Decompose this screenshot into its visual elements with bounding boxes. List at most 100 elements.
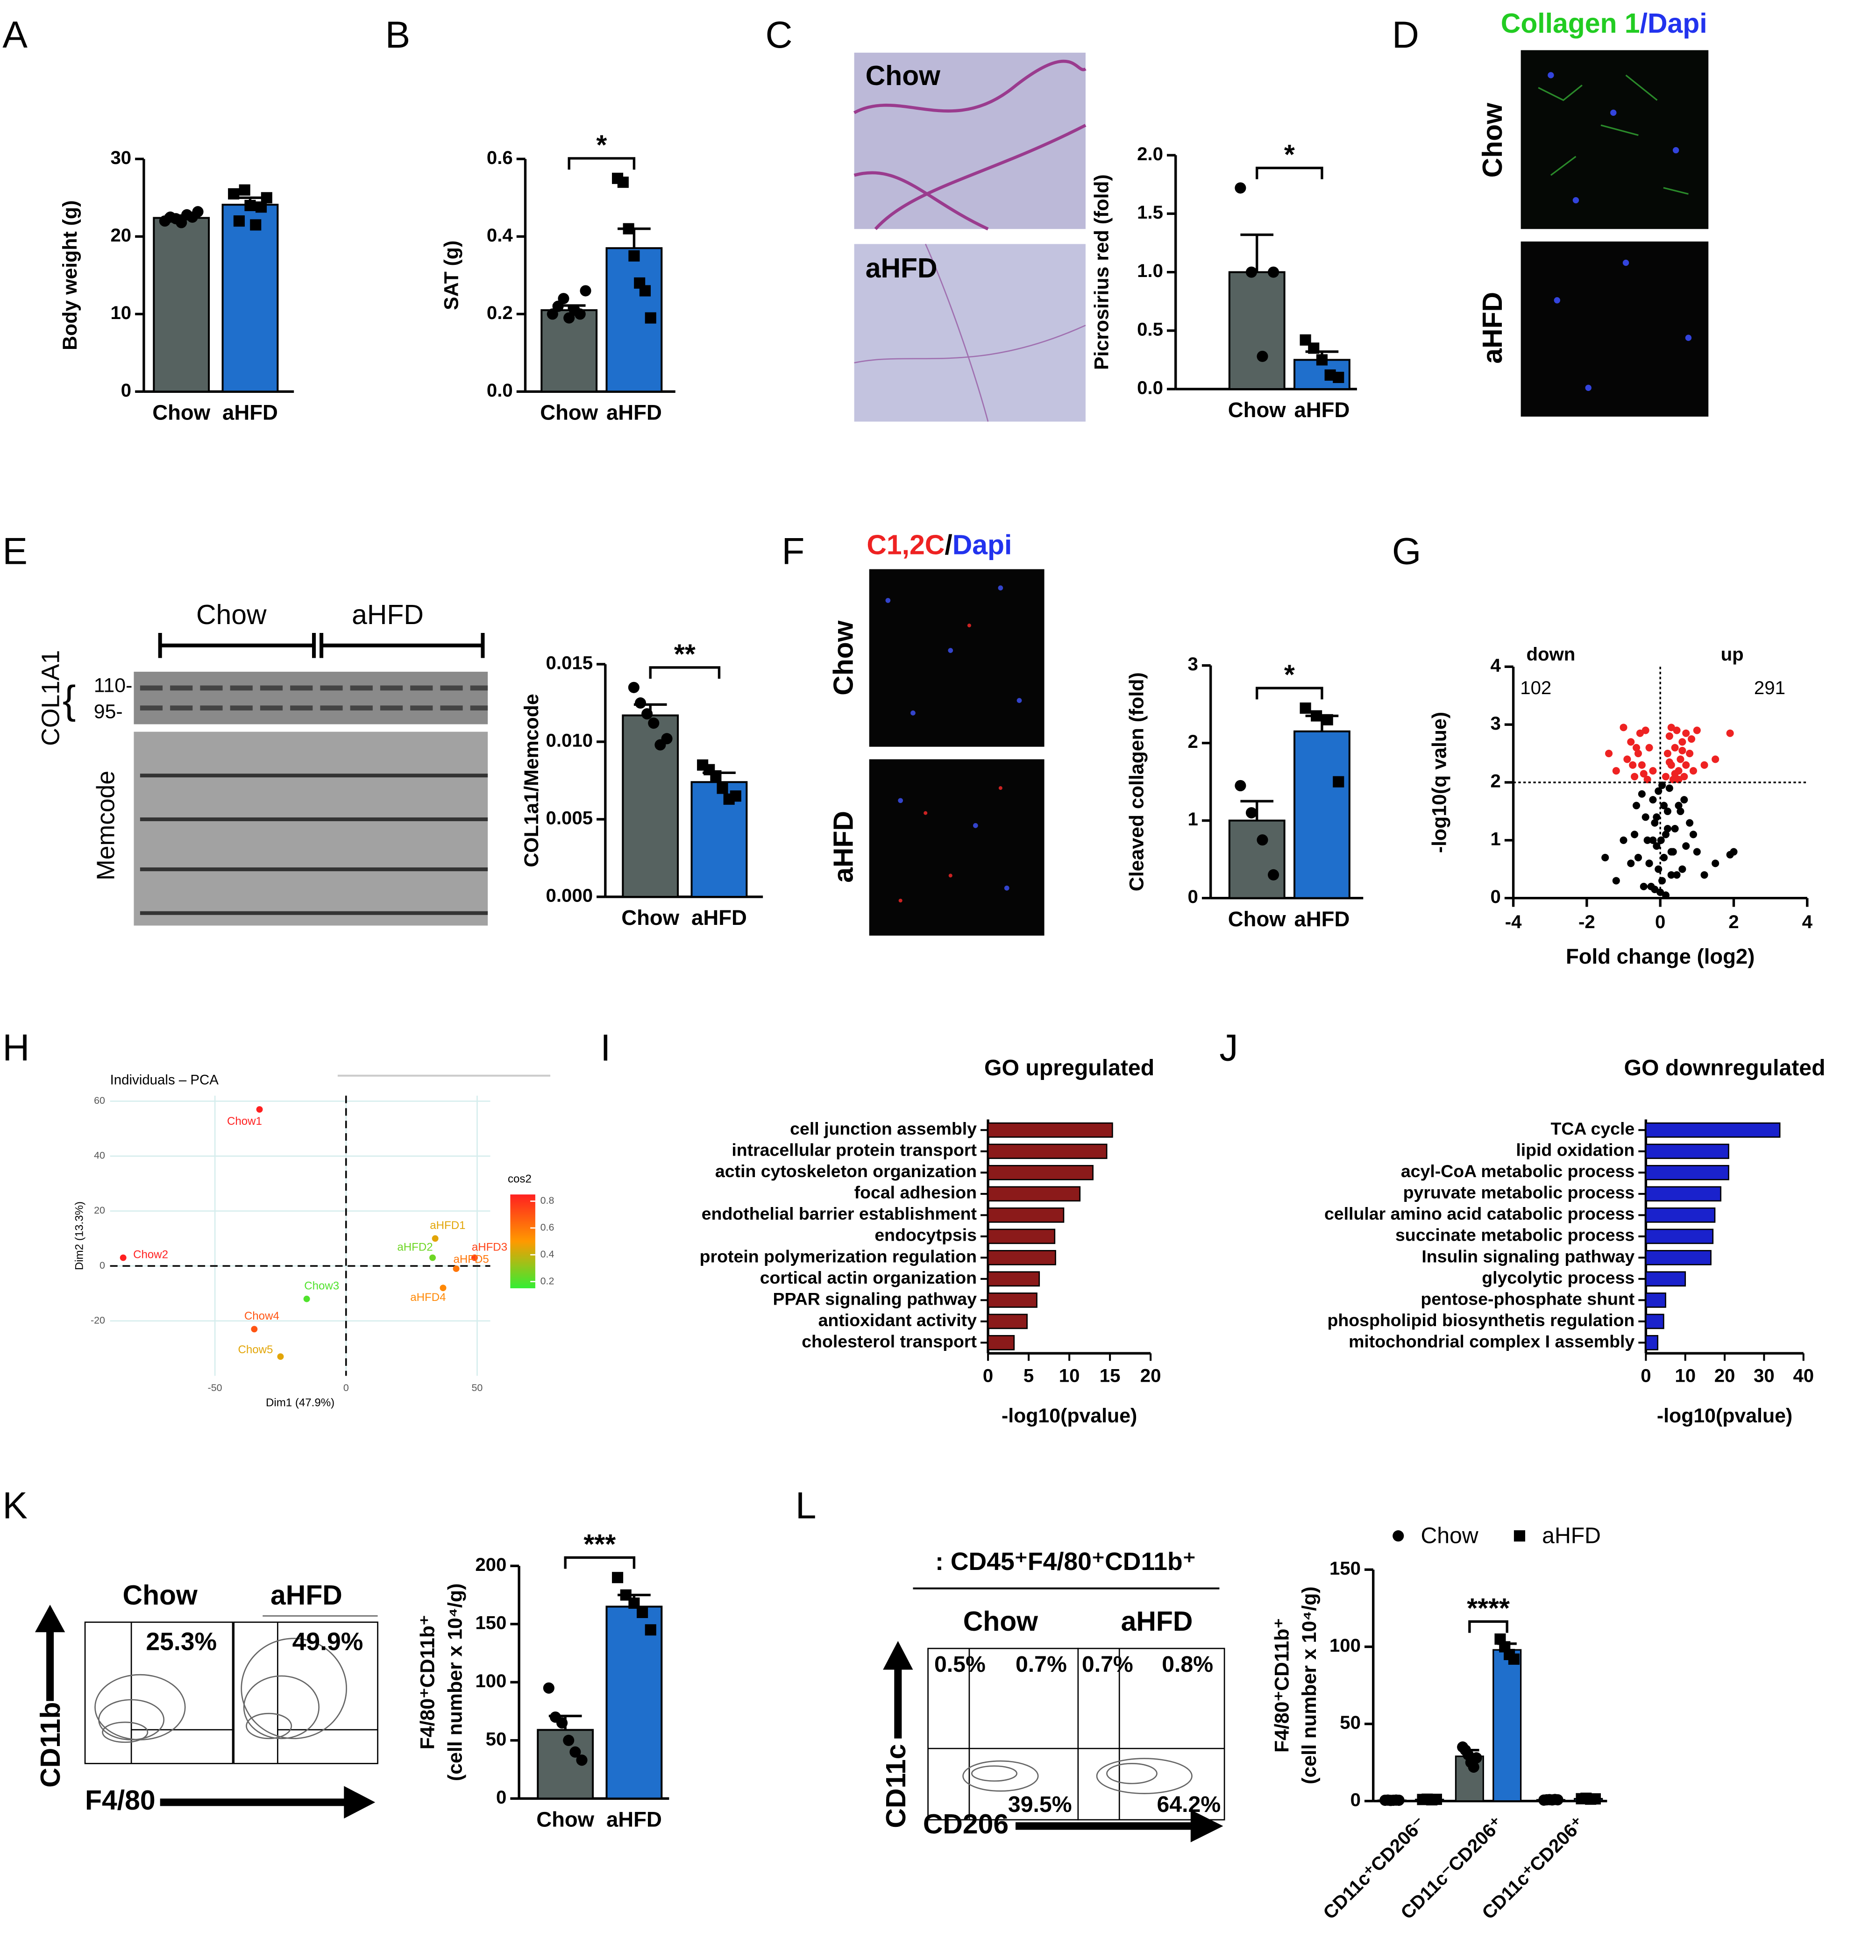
panel-label: A [2, 14, 28, 56]
data-point [1662, 891, 1670, 899]
data-point [556, 1717, 568, 1729]
bar [987, 1292, 1037, 1308]
x-tick-label: Chow [1228, 398, 1286, 422]
y-tick-label: 0 [1490, 886, 1500, 907]
data-point [303, 1295, 310, 1302]
stain-title: C1,2C/Dapi [867, 530, 1012, 560]
data-point [710, 770, 722, 782]
panel-label: G [1392, 531, 1421, 573]
y-tick-label: 0.005 [546, 808, 593, 829]
data-point [1642, 813, 1649, 821]
data-point [1671, 770, 1679, 778]
chart-title: GO upregulated [984, 1055, 1154, 1080]
x-tick-label: Chow [540, 401, 598, 425]
data-point [543, 1682, 554, 1694]
x-tick-label: aHFD [606, 401, 662, 425]
panel-label: L [796, 1484, 817, 1527]
data-point [1671, 825, 1679, 833]
x-tick-label: aHFD [606, 1808, 662, 1832]
data-point [1620, 724, 1627, 731]
data-point [641, 708, 653, 720]
data-point [1689, 831, 1697, 838]
data-point [1311, 710, 1322, 722]
data-point [1268, 869, 1279, 881]
mw-marker: 95- [94, 701, 123, 723]
data-point [730, 790, 741, 802]
x-axis-label: -log10(pvalue) [1002, 1405, 1137, 1427]
data-point [637, 1606, 648, 1618]
data-point [1629, 761, 1637, 769]
y-tick-label: lipid oxidation [1516, 1140, 1634, 1160]
x-tick-label: aHFD [1294, 398, 1350, 422]
y-axis-label: SAT (g) [441, 241, 463, 310]
point-label: aHFD4 [410, 1291, 446, 1304]
point-label: aHFD2 [397, 1241, 433, 1253]
point-label: Chow1 [227, 1115, 262, 1128]
stain: / [945, 530, 952, 560]
x-tick-label: Chow [621, 906, 679, 930]
x-tick-label: 2 [1728, 911, 1739, 932]
group-label: aHFD [1121, 1606, 1193, 1637]
bar [1645, 1250, 1712, 1265]
protein-label: COL1A1 [37, 650, 65, 746]
colorbar-tick-label: 0.6 [540, 1222, 554, 1233]
y-tick-label: mitochondrial complex I assembly [1349, 1331, 1634, 1351]
row-label: aHFD [828, 811, 859, 883]
image-label: Chow [866, 61, 940, 91]
if-chow [1521, 50, 1709, 229]
data-point [1638, 761, 1646, 769]
data-point [639, 285, 651, 297]
y-tick-label: 0 [1188, 886, 1198, 907]
data-point [1471, 1752, 1482, 1764]
data-point [634, 697, 647, 709]
data-point [1308, 342, 1320, 354]
data-point [612, 1572, 624, 1584]
x-tick-label: 50 [472, 1382, 483, 1393]
data-point [192, 206, 204, 218]
data-point [1680, 773, 1688, 781]
panel-label: F [782, 531, 804, 573]
y-tick-label: 0.2 [487, 302, 513, 323]
data-point [1686, 819, 1694, 827]
data-point [563, 1734, 575, 1746]
x-tick-label: 0 [343, 1382, 349, 1393]
data-point [1552, 1794, 1563, 1806]
panel-label: E [2, 531, 28, 573]
data-point [1634, 750, 1642, 758]
panel-label: B [385, 14, 411, 56]
y-tick-label: 0.015 [546, 653, 593, 674]
fiber [1538, 74, 1689, 195]
data-point [576, 1754, 588, 1766]
data-point [1627, 859, 1635, 867]
colorbar-title: cos2 [508, 1172, 532, 1185]
data-point [1638, 790, 1646, 798]
chart-title: Individuals – PCA [110, 1072, 219, 1087]
contours [962, 1758, 1193, 1794]
x-tick-label: 15 [1100, 1365, 1121, 1386]
quadrant-percent: 0.5% [934, 1652, 986, 1677]
point-label: Chow4 [244, 1310, 279, 1322]
group-label: Chow [196, 600, 267, 630]
y-tick-label: 0 [1350, 1789, 1361, 1810]
x-axis-label: -log10(pvalue) [1657, 1405, 1792, 1427]
data-point [1589, 1793, 1601, 1805]
y-tick-label: Insulin signaling pathway [1421, 1246, 1634, 1266]
y-tick-label: 1.0 [1137, 260, 1163, 281]
data-point [1245, 266, 1257, 278]
data-point [1245, 807, 1257, 819]
x-tick-label: 10 [1675, 1365, 1696, 1386]
point-label: Chow3 [304, 1279, 339, 1292]
data-point [120, 1254, 127, 1261]
data-point [1726, 729, 1734, 737]
axis-label: CD11c [881, 1744, 911, 1828]
colorbar-tick-label: 0.4 [540, 1249, 554, 1260]
data-point [1687, 735, 1696, 743]
band [140, 774, 488, 915]
x-tick-label: 0 [983, 1365, 993, 1386]
bar [1645, 1314, 1664, 1329]
y-tick-label: 0 [496, 1787, 506, 1808]
group-bracket [158, 633, 485, 658]
y-tick-label: 2.0 [1137, 143, 1163, 164]
x-tick-label: 30 [1754, 1365, 1775, 1386]
